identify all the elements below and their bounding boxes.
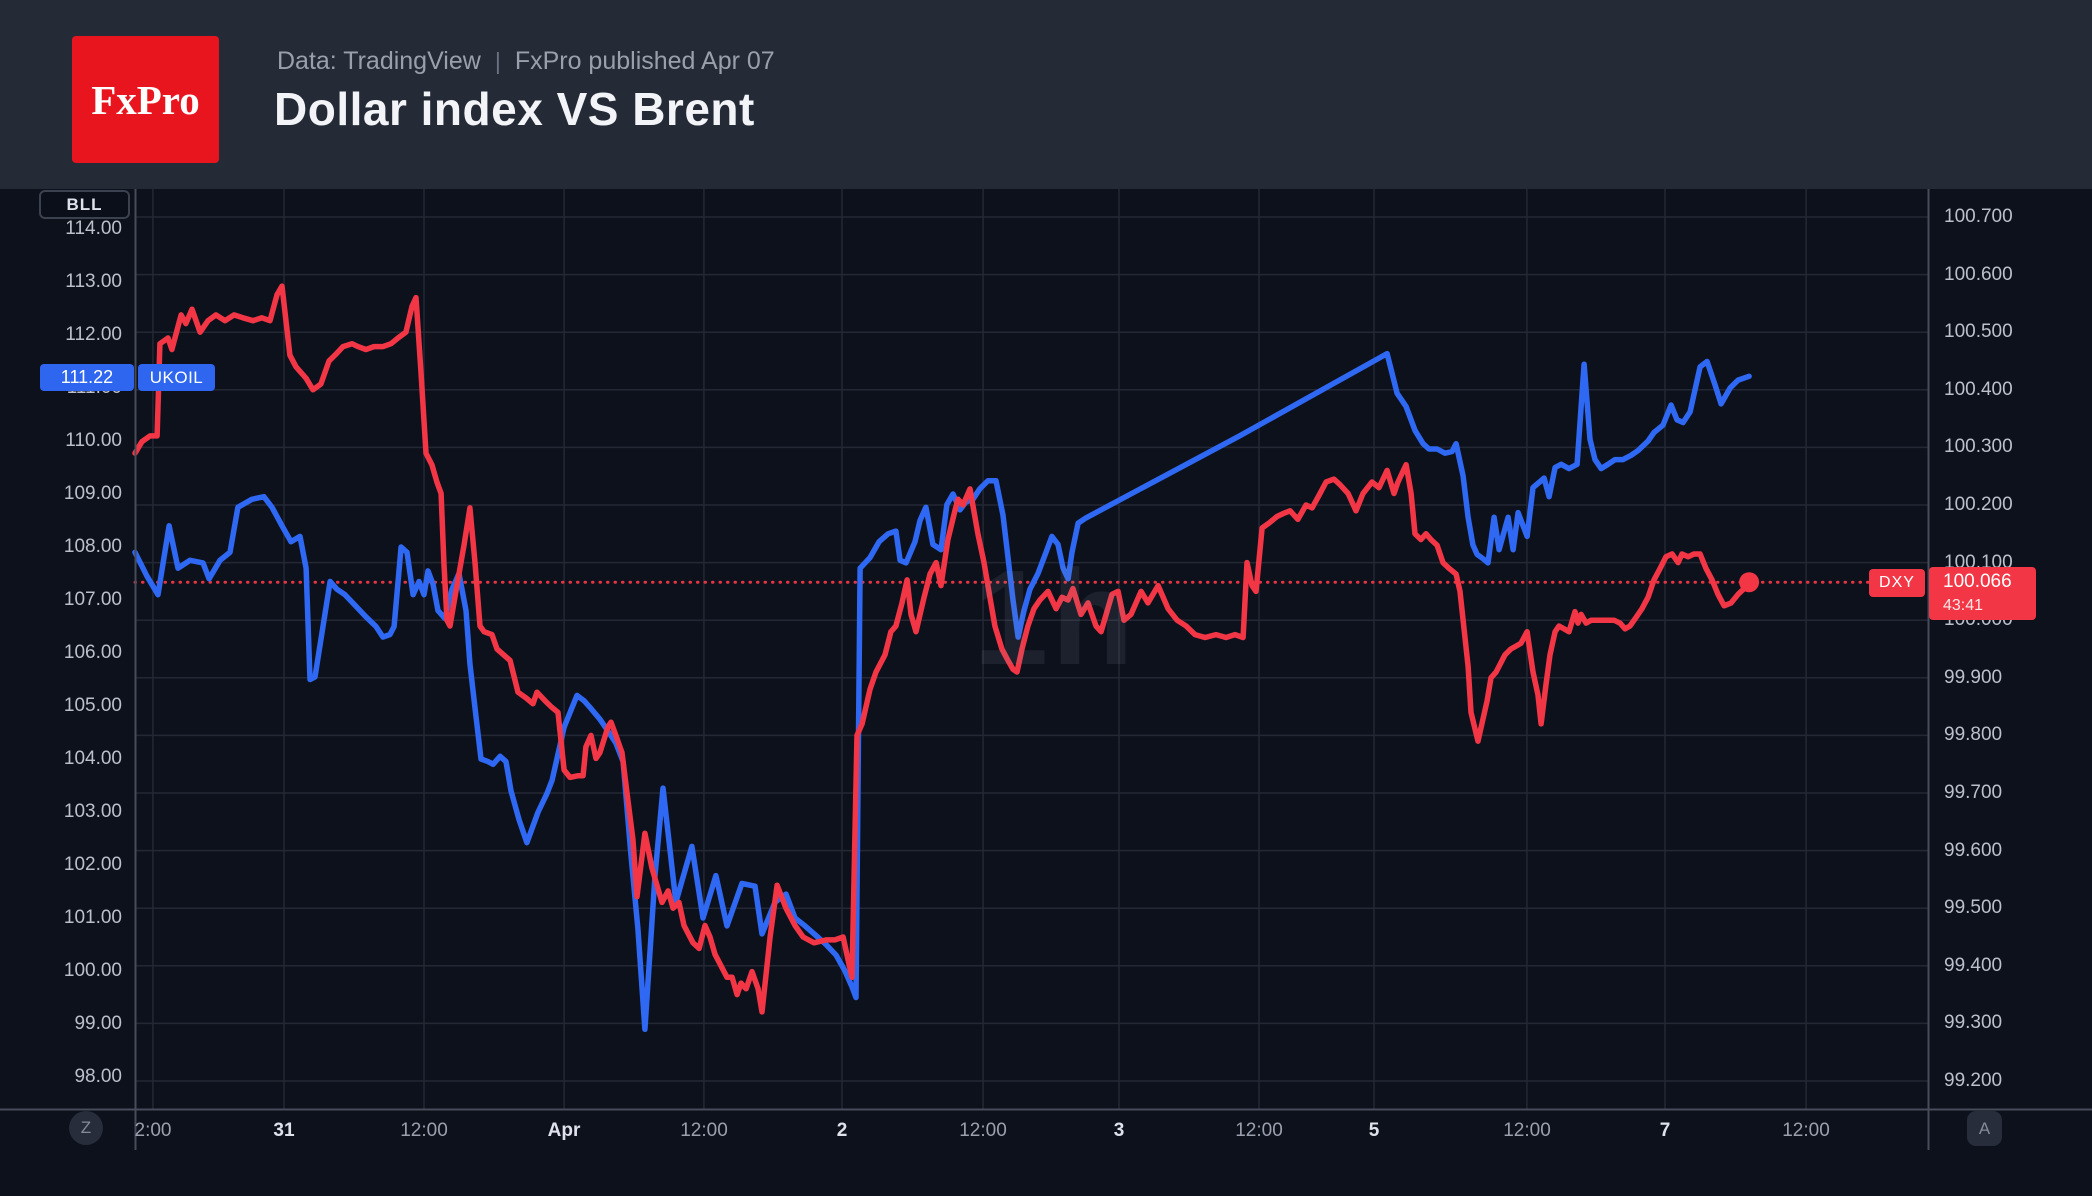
right-scale-tick: 99.900 bbox=[1944, 667, 2003, 688]
right-scale-tick: 99.200 bbox=[1944, 1070, 2003, 1091]
ukoil-symbol-label: UKOIL bbox=[138, 364, 215, 391]
right-scale-tick: 100.500 bbox=[1944, 321, 2013, 342]
time-scale-tick: 2 bbox=[836, 1120, 848, 1141]
left-scale-tick: 108.00 bbox=[63, 536, 122, 557]
time-scale-tick: 12:00 bbox=[1503, 1120, 1551, 1141]
header-bar: FxPro Data: TradingView | FxPro published … bbox=[0, 0, 2092, 189]
left-scale-tick: 110.00 bbox=[65, 430, 122, 451]
series-line-dxy bbox=[132, 283, 1752, 1015]
dxy-symbol-label: DXY bbox=[1869, 569, 1925, 597]
auto-scale-button[interactable]: A bbox=[1967, 1111, 2002, 1146]
left-scale-tick: 101.00 bbox=[63, 907, 122, 928]
right-scale-tick: 99.600 bbox=[1944, 840, 2003, 861]
dxy-last-price-box: 100.066 43:41 bbox=[1929, 567, 2036, 620]
fxpro-logo: FxPro bbox=[72, 36, 219, 163]
time-scale-tick: 12:00 bbox=[680, 1120, 728, 1141]
right-scale-tick: 99.400 bbox=[1944, 955, 2003, 976]
right-scale-tick: 100.400 bbox=[1944, 379, 2013, 400]
time-scale-tick: 12:00 bbox=[1235, 1120, 1283, 1141]
left-scale-tick: 105.00 bbox=[63, 695, 122, 716]
series-line-ukoil bbox=[132, 350, 1752, 1033]
time-scale-tick: 7 bbox=[1659, 1120, 1671, 1141]
ukoil-last-price-label: 111.22 bbox=[40, 364, 134, 391]
time-scale-tick: 3 bbox=[1113, 1120, 1125, 1141]
timeframe-watermark: 1h bbox=[973, 542, 1137, 693]
left-scale-tick: 103.00 bbox=[63, 801, 122, 822]
left-scale-tick: 102.00 bbox=[63, 854, 122, 875]
series-end-dot-dxy bbox=[1739, 572, 1760, 593]
time-scale-tick: 12:00 bbox=[959, 1120, 1007, 1141]
left-scale-tick: 100.00 bbox=[63, 960, 122, 981]
data-source-line: Data: TradingView | FxPro published Apr 07 bbox=[277, 47, 775, 76]
symbol-legend-tag[interactable]: BLL bbox=[39, 190, 130, 219]
time-scale-tick: Apr bbox=[547, 1120, 581, 1141]
fxpro-logo-text: FxPro bbox=[91, 76, 200, 123]
time-scale-tick: 5 bbox=[1368, 1120, 1380, 1141]
left-scale-tick: 99.00 bbox=[74, 1013, 122, 1034]
data-source-text: Data: TradingView bbox=[277, 47, 481, 75]
time-scale-tick: 12:00 bbox=[400, 1120, 448, 1141]
right-scale-tick: 100.700 bbox=[1944, 206, 2013, 227]
dxy-last-price: 100.066 bbox=[1943, 571, 2012, 592]
left-scale-tick: 106.00 bbox=[63, 642, 122, 663]
published-text: FxPro published Apr 07 bbox=[514, 47, 775, 75]
time-scale-tick: 2:00 bbox=[134, 1120, 172, 1141]
left-scale-tick: 112.00 bbox=[65, 324, 122, 345]
left-scale-tick: 114.00 bbox=[65, 218, 122, 239]
time-scale-tick: 12:00 bbox=[1782, 1120, 1830, 1141]
time-scale-tick: 31 bbox=[273, 1120, 295, 1141]
dxy-countdown: 43:41 bbox=[1943, 597, 1984, 614]
right-scale-tick: 100.200 bbox=[1944, 494, 2013, 515]
left-scale-tick: 104.00 bbox=[63, 748, 122, 769]
left-scale-tick: 107.00 bbox=[63, 589, 122, 610]
left-scale-tick: 109.00 bbox=[63, 483, 122, 504]
subtitle-separator: | bbox=[494, 48, 501, 74]
left-scale-tick: 113.00 bbox=[65, 271, 122, 292]
right-scale-tick: 99.300 bbox=[1944, 1012, 2003, 1033]
timezone-button[interactable]: Z bbox=[69, 1111, 103, 1145]
right-scale-tick: 100.300 bbox=[1944, 436, 2013, 457]
right-scale-tick: 99.700 bbox=[1944, 782, 2003, 803]
left-scale-tick: 98.00 bbox=[74, 1066, 122, 1087]
right-scale-tick: 100.600 bbox=[1944, 264, 2013, 285]
right-scale-tick: 99.500 bbox=[1944, 897, 2003, 918]
page-title: Dollar index VS Brent bbox=[274, 83, 755, 135]
right-scale-tick: 99.800 bbox=[1944, 724, 2003, 745]
